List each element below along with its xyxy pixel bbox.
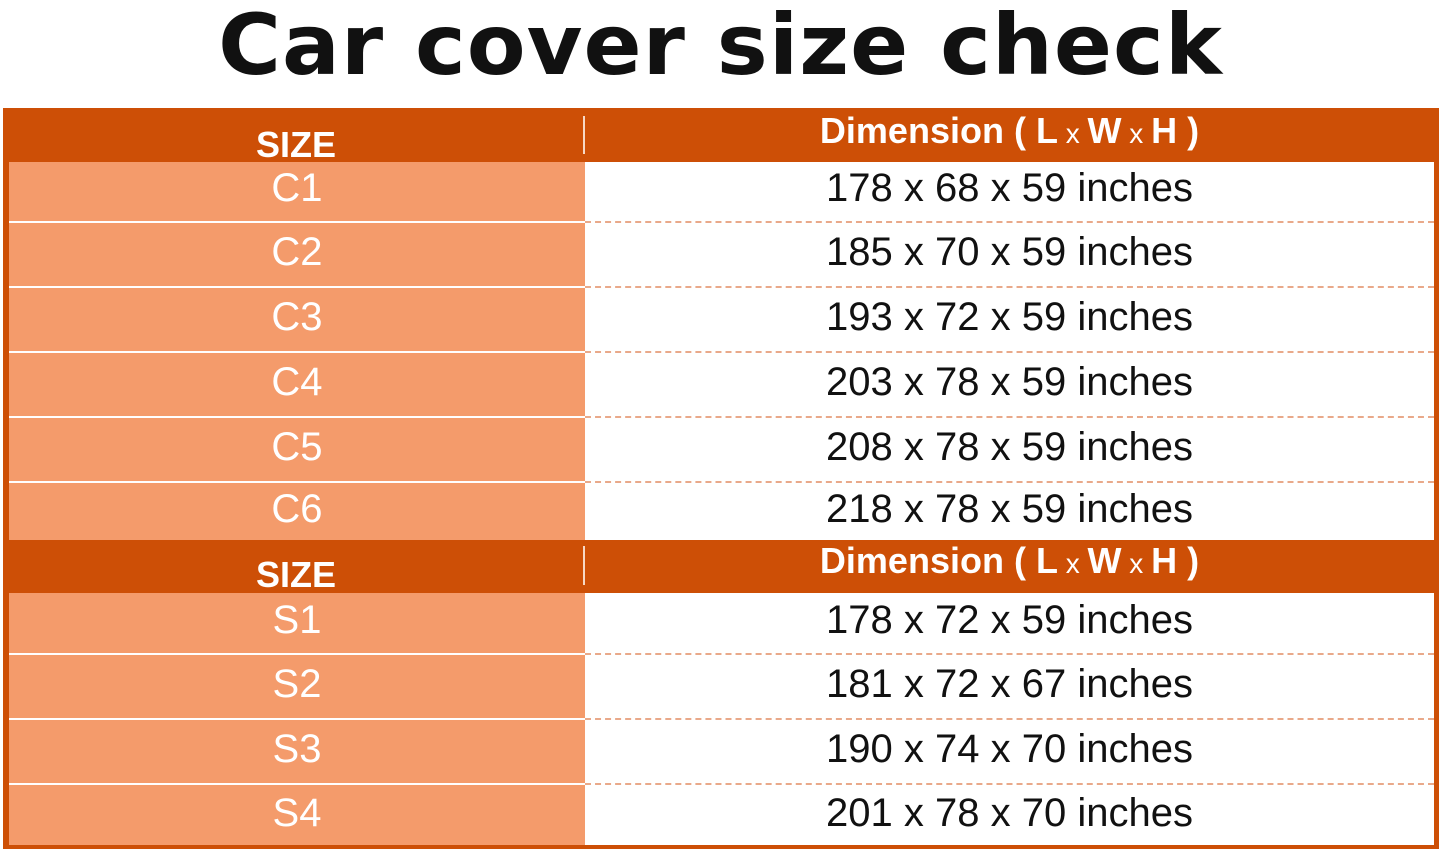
table-row: C6 218 x 78 x 59 inches [9, 481, 1434, 540]
dimension-cell: 185 x 70 x 59 inches [585, 221, 1434, 286]
table-row: C5 208 x 78 x 59 inches [9, 416, 1434, 481]
size-cell: S4 [9, 783, 585, 845]
table-row: C3 193 x 72 x 59 inches [9, 286, 1434, 351]
page-title: Car cover size check [218, 0, 1223, 94]
size-cell: C4 [9, 351, 585, 416]
table-row: S1 178 x 72 x 59 inches [9, 593, 1434, 653]
size-cell: C6 [9, 481, 585, 540]
dimension-cell: 178 x 72 x 59 inches [585, 593, 1434, 653]
table-header: SIZE Dimension ( L x W x H ) [9, 110, 1434, 165]
dimension-cell: 193 x 72 x 59 inches [585, 286, 1434, 351]
table-row: S4 201 x 78 x 70 inches [9, 783, 1434, 845]
size-cell: C5 [9, 416, 585, 481]
table-row: C2 185 x 70 x 59 inches [9, 221, 1434, 286]
size-cell: S1 [9, 593, 585, 653]
table-row: C4 203 x 78 x 59 inches [9, 351, 1434, 416]
dimension-cell: 181 x 72 x 67 inches [585, 653, 1434, 718]
size-table: SIZE Dimension ( L x W x H ) C1 178 x 68 x… [3, 108, 1439, 849]
size-cell: S2 [9, 653, 585, 718]
dimension-cell: 218 x 78 x 59 inches [585, 481, 1434, 540]
dimension-cell: 178 x 68 x 59 inches [585, 162, 1434, 221]
dimension-cell: 201 x 78 x 70 inches [585, 783, 1434, 845]
table-row: S2 181 x 72 x 67 inches [9, 653, 1434, 718]
size-cell: S3 [9, 718, 585, 783]
dimension-cell: 208 x 78 x 59 inches [585, 416, 1434, 481]
dimension-cell: 190 x 74 x 70 inches [585, 718, 1434, 783]
size-header: SIZE [9, 116, 585, 165]
size-header: SIZE [9, 546, 585, 595]
table-row: S3 190 x 74 x 70 inches [9, 718, 1434, 783]
size-cell: C1 [9, 162, 585, 221]
dimension-header: Dimension ( L x W x H ) [819, 110, 1200, 151]
table-header: SIZE Dimension ( L x W x H ) [9, 540, 1434, 595]
dimension-header: Dimension ( L x W x H ) [819, 540, 1200, 581]
dimension-cell: 203 x 78 x 59 inches [585, 351, 1434, 416]
size-cell: C3 [9, 286, 585, 351]
size-cell: C2 [9, 221, 585, 286]
table-row: C1 178 x 68 x 59 inches [9, 162, 1434, 221]
